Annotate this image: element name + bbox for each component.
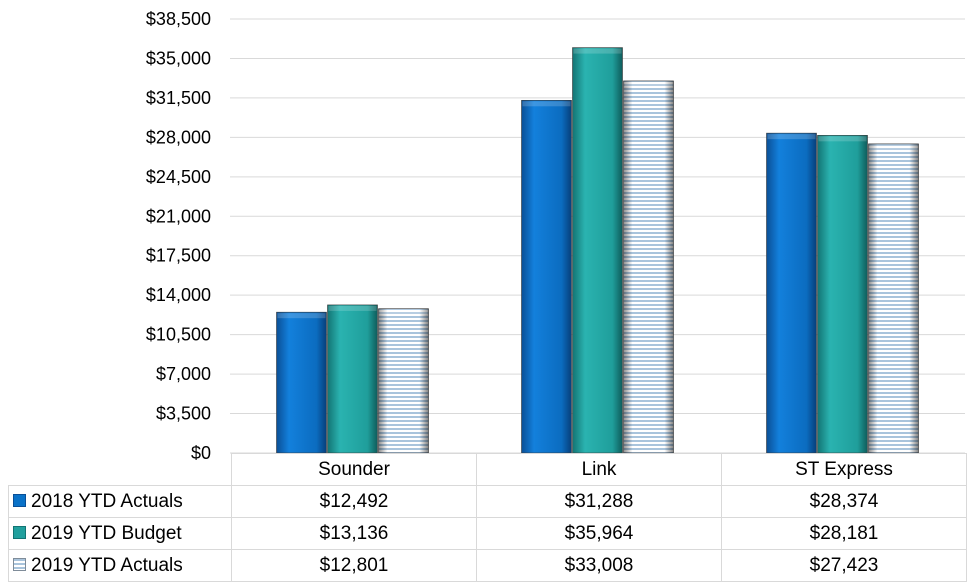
data-label: $27,423: [721, 549, 967, 582]
y-tick-label: $28,000: [146, 127, 211, 147]
data-table: Sounder Link ST Express 2018 YTD Actuals $12…: [8, 453, 967, 582]
y-tick-label: $21,000: [146, 206, 211, 226]
bar: [572, 47, 623, 454]
y-tick-label: $7,000: [156, 364, 211, 384]
data-label: $31,288: [476, 485, 722, 518]
y-tick-label: $17,500: [146, 246, 211, 266]
bar: [623, 80, 674, 454]
bar: [378, 308, 429, 454]
y-tick-label: $38,500: [146, 9, 211, 29]
bar: [868, 143, 919, 454]
series-label: 2018 YTD Actuals: [31, 490, 183, 512]
table-header-row: Sounder Link ST Express: [8, 453, 967, 486]
table-row: 2019 YTD Budget $13,136 $35,964 $28,181: [8, 517, 967, 550]
category-label: ST Express: [721, 453, 967, 486]
data-label: $35,964: [476, 517, 722, 550]
data-label: $13,136: [231, 517, 477, 550]
series-label: 2019 YTD Actuals: [31, 554, 183, 576]
table-row: 2018 YTD Actuals $12,492 $31,288 $28,374: [8, 485, 967, 518]
y-tick-label: $10,500: [146, 325, 211, 345]
bar: [276, 311, 327, 454]
table-row: 2019 YTD Actuals $12,801 $33,008 $27,423: [8, 549, 967, 582]
data-label: $12,492: [231, 485, 477, 518]
bar: [327, 304, 378, 454]
data-label: $28,181: [721, 517, 967, 550]
table-corner: [8, 453, 232, 486]
series-label-cell: 2019 YTD Budget: [8, 517, 232, 550]
series-label-cell: 2019 YTD Actuals: [8, 549, 232, 582]
data-label: $28,374: [721, 485, 967, 518]
data-label: $33,008: [476, 549, 722, 582]
bar: [817, 135, 868, 454]
legend-key-icon: [13, 493, 26, 507]
series-label-cell: 2018 YTD Actuals: [8, 485, 232, 518]
y-tick-label: $14,000: [146, 285, 211, 305]
y-tick-label: $24,500: [146, 167, 211, 187]
category-label: Sounder: [231, 453, 477, 486]
legend-key-icon: [13, 525, 26, 539]
legend-key-icon: [13, 557, 26, 571]
series-label: 2019 YTD Budget: [31, 522, 182, 544]
bar: [521, 99, 572, 454]
y-tick-label: $3,500: [156, 404, 211, 424]
y-tick-label: $35,000: [146, 48, 211, 68]
data-label: $12,801: [231, 549, 477, 582]
bar: [766, 132, 817, 454]
y-tick-label: $31,500: [146, 88, 211, 108]
category-label: Link: [476, 453, 722, 486]
